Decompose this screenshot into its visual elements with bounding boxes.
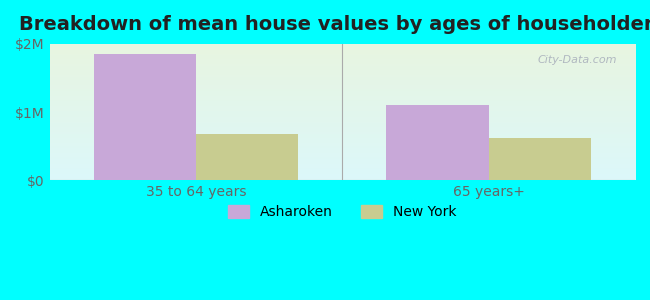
Bar (94, 54, 196, 180)
Bar (489, 138, 591, 180)
Title: Breakdown of mean house values by ages of householders: Breakdown of mean house values by ages o… (20, 15, 650, 34)
Bar (196, 134, 298, 180)
Text: City-Data.com: City-Data.com (538, 55, 617, 65)
Legend: Asharoken, New York: Asharoken, New York (223, 200, 462, 225)
Bar (386, 105, 489, 180)
